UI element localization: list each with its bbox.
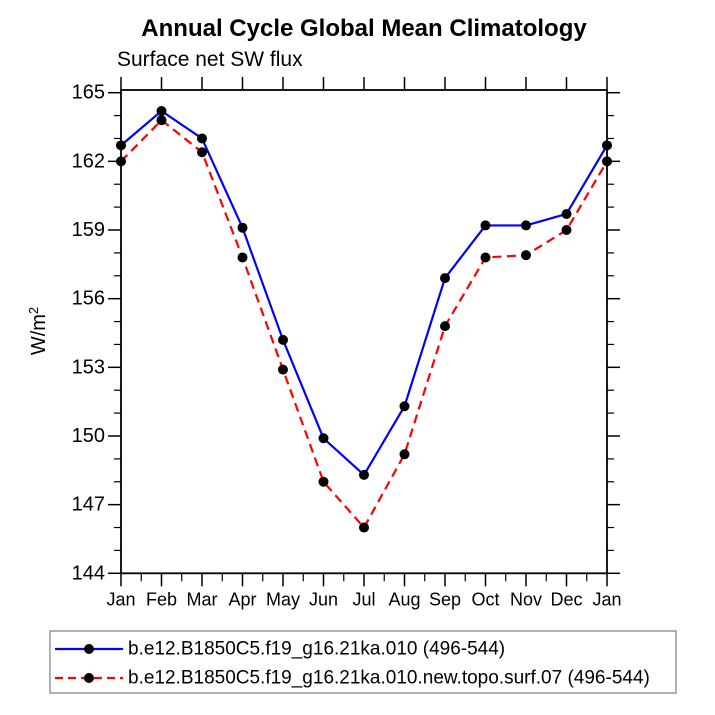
y-tick-label: 165: [72, 82, 105, 104]
data-point-series2: [602, 156, 612, 167]
legend-label-2: b.e12.B1850C5.f19_g16.21ka.010.new.topo.…: [128, 668, 650, 689]
x-tick-label: Jan: [106, 589, 135, 609]
data-point-series1: [561, 208, 572, 219]
data-point-series1: [156, 106, 167, 117]
x-tick-label: Jan: [592, 589, 621, 609]
x-tick-label: Sep: [429, 589, 461, 609]
y-tick-label: 150: [72, 425, 105, 447]
x-tick-label: Oct: [471, 589, 499, 609]
data-point-series2: [197, 147, 207, 158]
plot-frame: [120, 89, 608, 575]
data-point-series2: [480, 252, 491, 263]
data-point-series1: [197, 133, 207, 144]
x-tick-label: Jun: [309, 589, 338, 609]
x-tick-label: May: [266, 589, 300, 609]
data-point-series2: [318, 476, 329, 487]
data-point-series2: [116, 156, 126, 167]
y-tick-label: 162: [72, 150, 105, 172]
data-point-series2: [521, 250, 531, 261]
y-tick-label: 156: [72, 288, 105, 310]
series-line-1: [120, 109, 608, 476]
x-tick-label: Mar: [187, 589, 218, 609]
chart-subtitle: Surface net SW flux: [117, 48, 303, 71]
x-tick-label: Jul: [352, 589, 375, 609]
data-point-series1: [399, 401, 410, 412]
y-tick-label: 159: [72, 219, 105, 241]
x-tick-label: Nov: [510, 589, 542, 609]
y-tick-label: 153: [72, 356, 105, 378]
data-point-series1: [480, 220, 491, 231]
data-point-series1: [278, 334, 288, 345]
y-tick-label: 147: [72, 494, 105, 516]
data-point-series1: [521, 220, 531, 231]
legend-box: [49, 630, 677, 694]
data-point-series1: [116, 140, 126, 151]
data-point-series1: [602, 140, 612, 151]
data-point-series2: [237, 252, 248, 263]
chart-title: Annual Cycle Global Mean Climatology: [141, 15, 587, 42]
series-line-2: [120, 119, 608, 529]
legend-marker-1: [84, 644, 94, 654]
data-point-series1: [237, 222, 248, 233]
data-point-series2: [440, 321, 450, 332]
x-tick-label: Dec: [550, 589, 582, 609]
data-point-series2: [561, 225, 572, 236]
y-axis-label: W/m2: [26, 307, 50, 355]
data-point-series2: [278, 364, 288, 375]
legend-marker-2: [84, 673, 94, 683]
x-tick-label: Apr: [228, 589, 256, 609]
data-point-series2: [359, 522, 369, 533]
y-tick-label: 144: [72, 562, 105, 584]
data-point-series2: [399, 449, 410, 460]
data-point-series1: [440, 273, 450, 284]
x-tick-label: Feb: [146, 589, 177, 609]
data-point-series1: [359, 469, 369, 480]
data-point-series2: [156, 115, 167, 126]
x-tick-label: Aug: [388, 589, 420, 609]
data-point-series1: [318, 433, 329, 444]
legend-label-1: b.e12.B1850C5.f19_g16.21ka.010 (496-544): [128, 639, 505, 660]
